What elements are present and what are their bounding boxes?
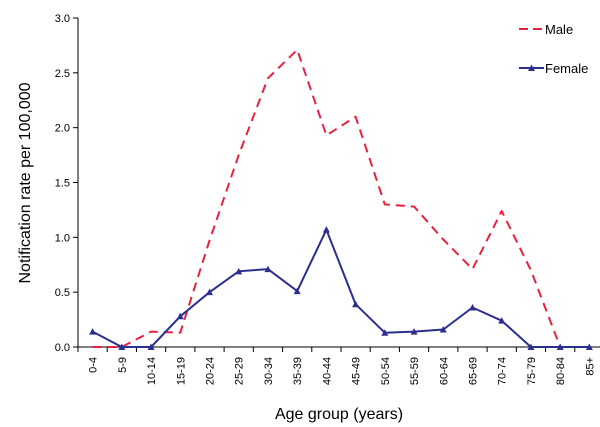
series-line-male [92,48,590,348]
data-point-female [322,226,330,233]
data-point-female [235,267,243,275]
data-point-female [527,343,535,350]
data-point-female [206,288,213,296]
x-tick-label: 0-4 [88,357,100,373]
x-tick-label: 25-29 [234,357,246,385]
legend-marker-female [528,64,535,71]
x-tick-label: 85+ [584,357,596,376]
x-tick-label: 20-24 [205,357,217,385]
y-axis-title: Notification rate per 100,000 [17,82,34,283]
data-point-female [264,265,272,273]
x-tick-label: 40-44 [321,357,333,385]
data-point-female [118,343,126,350]
y-tick-label: 1.0 [55,232,70,244]
x-tick-label: 15-19 [175,357,187,385]
data-point-female [147,343,155,350]
data-point-female [439,325,447,333]
data-point-female [498,317,506,324]
x-tick-label: 30-34 [263,357,275,385]
x-tick-label: 5-9 [117,357,129,373]
series-line-female [92,228,590,348]
x-tick-label: 50-54 [380,357,392,385]
x-tick-label: 70-74 [497,357,509,385]
x-tick-label: 45-49 [351,357,363,385]
y-tick-label: 3.0 [55,13,70,25]
data-point-female [176,312,184,320]
series-layer [89,48,593,350]
x-tick-label: 75-79 [526,357,538,385]
data-point-female [352,300,360,308]
y-tick-label: 2.5 [55,68,70,80]
x-tick-label: 55-59 [409,357,421,385]
legend-label-female: Female [545,61,588,76]
y-tick-label: 2.0 [55,123,70,135]
x-tick-label: 60-64 [438,357,450,385]
data-point-female [381,329,389,336]
x-tick-label: 10-14 [146,357,158,385]
legend: Male Female [519,22,588,76]
x-axis-title: Age group (years) [275,406,403,423]
y-axis: 0.0 0.5 1.0 1.5 2.0 2.5 3.0 [55,13,79,354]
y-tick-label: 1.5 [55,178,70,190]
data-point-female [410,328,418,335]
x-tick-label: 80-84 [555,357,567,385]
data-point-female [89,328,97,335]
x-tick-label: 65-69 [468,357,480,385]
x-axis: 0-4 5-9 10-14 15-19 20-24 25-29 30-34 35-39 40-4… [77,346,600,385]
legend-label-male: Male [545,22,573,37]
x-tick-label: 35-39 [292,357,304,385]
data-point-female [556,343,564,350]
y-tick-label: 0.0 [55,342,70,354]
data-point-female [293,287,301,295]
data-point-female [469,304,476,311]
y-tick-label: 0.5 [55,287,70,299]
data-point-female [585,343,593,350]
